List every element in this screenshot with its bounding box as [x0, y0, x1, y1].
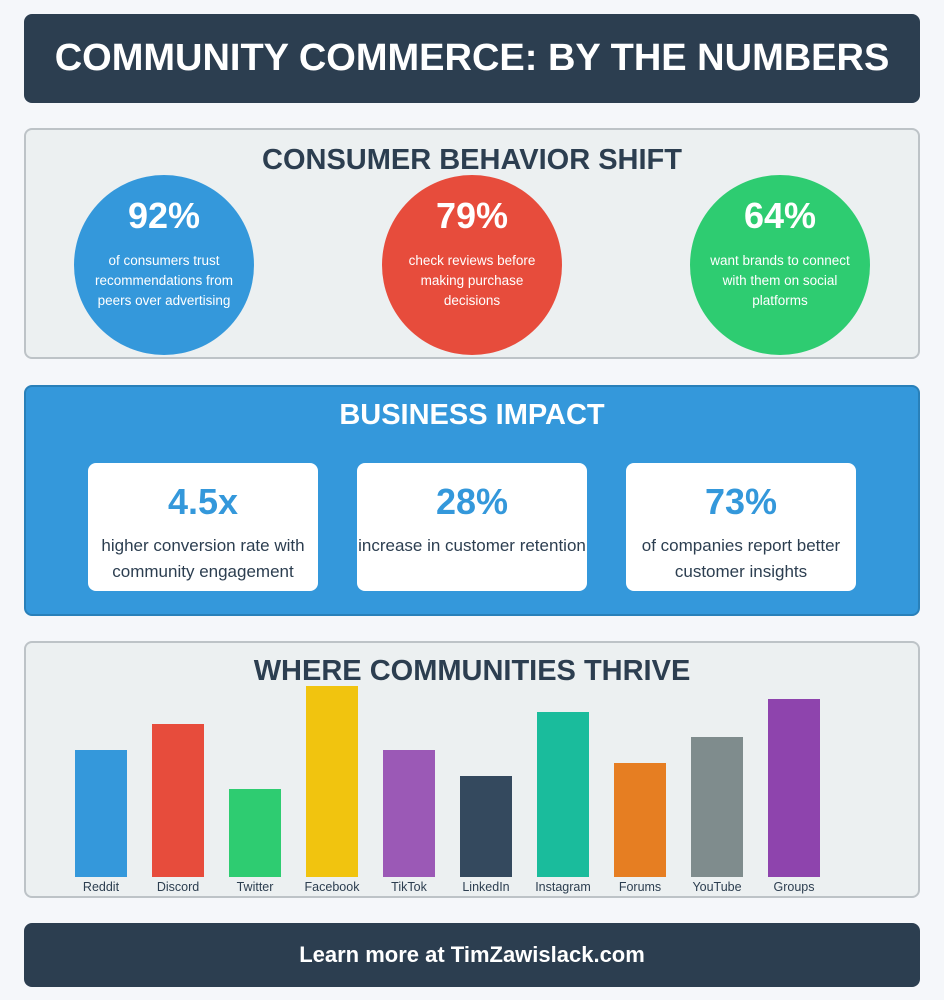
stat-circle: 79% check reviews before making purchase … [382, 175, 562, 355]
x-tick-label: Forums [619, 880, 661, 894]
bar [75, 750, 127, 877]
x-tick-label: Facebook [305, 880, 361, 894]
bar [306, 686, 358, 877]
bar [691, 737, 743, 877]
bar [537, 712, 589, 877]
stat-card: 4.5x higher conversion rate with communit… [88, 463, 318, 591]
footer: Learn more at TimZawislack.com [24, 923, 920, 987]
stat-text: want brands to connect with them on soci… [710, 253, 850, 308]
x-tick-label: Groups [774, 880, 815, 894]
stat-circle: 64% want brands to connect with them on s… [690, 175, 870, 355]
x-tick-label: Discord [157, 880, 199, 894]
bar [383, 750, 435, 877]
header: COMMUNITY COMMERCE: BY THE NUMBERS [24, 14, 920, 103]
section-title: BUSINESS IMPACT [339, 399, 605, 431]
stat-value: 4.5x [167, 481, 239, 522]
stat-text: higher conversion rate with community en… [101, 536, 305, 581]
bar [229, 789, 281, 877]
bar [152, 724, 204, 877]
footer-text: Learn more at TimZawislack.com [299, 942, 645, 967]
x-tick-label: LinkedIn [462, 880, 509, 894]
stat-value: 64% [743, 195, 817, 236]
x-tick-label: Reddit [83, 880, 120, 894]
x-tick-label: YouTube [692, 880, 741, 894]
stat-text: of consumers trust recommendations from … [94, 253, 234, 308]
bar-chart: Reddit Discord Twitter Facebook TikTok Linked… [75, 686, 820, 894]
stat-card: 28% increase in customer retention [357, 463, 587, 591]
stat-card: 73% of companies report better customer i… [626, 463, 856, 591]
stat-text: of companies report better customer insi… [641, 536, 841, 581]
impact-section: BUSINESS IMPACT 4.5x higher conversion ra… [24, 385, 920, 616]
x-tick-label: Instagram [535, 880, 591, 894]
chart-title: WHERE COMMUNITIES THRIVE [253, 655, 691, 687]
section-title: CONSUMER BEHAVIOR SHIFT [262, 144, 682, 176]
stat-value: 79% [435, 195, 509, 236]
bar [768, 699, 820, 877]
title: COMMUNITY COMMERCE: BY THE NUMBERS [54, 37, 890, 79]
bar [614, 763, 666, 877]
bar [460, 776, 512, 877]
chart-section: WHERE COMMUNITIES THRIVE Reddit Discord Tw… [24, 641, 920, 898]
x-tick-label: TikTok [391, 880, 427, 894]
stat-value: 28% [435, 481, 509, 522]
stat-circle: 92% of consumers trust recommendations fr… [74, 175, 254, 355]
stat-text: check reviews before making purchase dec… [408, 253, 536, 308]
stat-text: increase in customer retention [358, 536, 586, 555]
stat-value: 92% [127, 195, 201, 236]
consumer-section: CONSUMER BEHAVIOR SHIFT 92% of consumers … [24, 128, 920, 359]
x-tick-label: Twitter [237, 880, 274, 894]
stat-value: 73% [704, 481, 778, 522]
